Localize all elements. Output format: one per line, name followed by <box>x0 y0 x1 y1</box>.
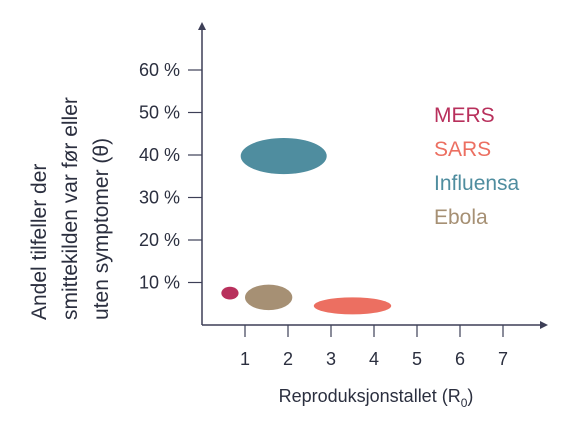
x-tick-label: 4 <box>369 349 379 369</box>
x-tick-label: 7 <box>498 349 508 369</box>
x-tick-label: 5 <box>412 349 422 369</box>
legend: MERS SARS Influensa Ebola <box>434 104 520 229</box>
legend-entry-ebola: Ebola <box>434 206 488 229</box>
x-axis-title: Reproduksjonstallet (R0) <box>279 386 474 410</box>
x-tick-label: 1 <box>240 349 250 369</box>
x-ticks: 1 2 3 4 5 6 7 <box>240 325 508 369</box>
legend-entry-influensa: Influensa <box>434 172 520 195</box>
x-axis-title-sub: 0 <box>461 396 468 410</box>
x-tick-label: 2 <box>283 349 293 369</box>
y-axis-title-line-1: Andel tilfeller der <box>28 164 51 320</box>
y-ticks: 10 % 20 % 30 % 40 % 50 % 60 % <box>139 60 202 293</box>
legend-entry-mers: MERS <box>434 104 495 127</box>
x-tick-label: 3 <box>326 349 336 369</box>
y-tick-label: 20 % <box>139 230 180 250</box>
x-axis-title-close: ) <box>467 386 473 406</box>
y-axis-title: Andel tilfeller der smittekilden var før… <box>28 97 113 320</box>
y-tick-label: 10 % <box>139 273 180 293</box>
x-axis-title-main: Reproduksjonstallet (R <box>279 386 461 406</box>
y-axis-title-line-3: uten symptomer (θ) <box>90 138 113 320</box>
mark-mers <box>221 286 239 300</box>
mark-influensa <box>240 138 327 175</box>
x-tick-label: 6 <box>455 349 465 369</box>
axes <box>198 22 548 329</box>
y-tick-label: 30 % <box>139 188 180 208</box>
y-tick-label: 50 % <box>139 103 180 123</box>
y-tick-label: 40 % <box>139 145 180 165</box>
mark-ebola <box>245 284 293 311</box>
y-axis-title-line-2: smittekilden var før eller <box>59 97 82 320</box>
x-axis-arrow <box>540 321 548 329</box>
y-axis-arrow <box>198 22 206 30</box>
mark-sars <box>313 297 392 315</box>
y-tick-label: 60 % <box>139 60 180 80</box>
legend-entry-sars: SARS <box>434 138 491 161</box>
data-marks <box>221 138 392 315</box>
